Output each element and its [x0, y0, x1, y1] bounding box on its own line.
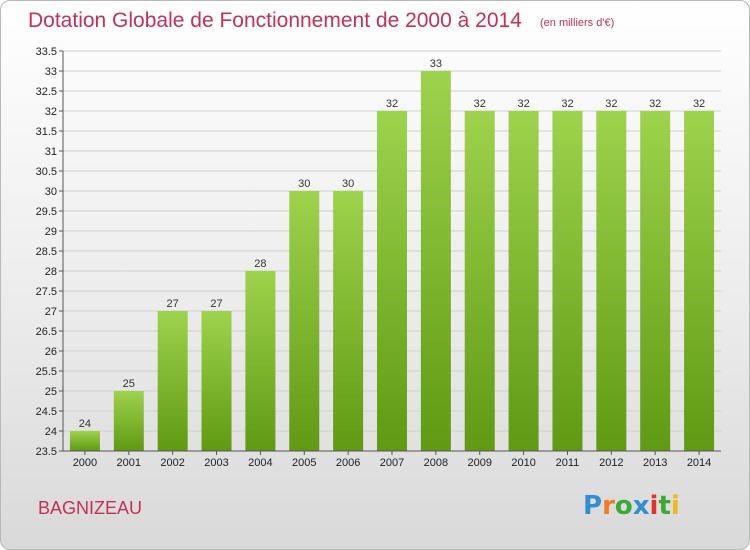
y-tick-label: 26.5 [36, 326, 57, 338]
y-tick-label: 31.5 [36, 126, 57, 138]
bars [69, 71, 715, 451]
x-tick-label-2003: 2003 [204, 457, 228, 469]
value-label-2010: 32 [517, 98, 529, 110]
x-tick-label-2014: 2014 [687, 457, 711, 469]
x-tick-label-2008: 2008 [424, 457, 448, 469]
value-label-2001: 25 [123, 378, 135, 390]
logo-letter: r [602, 491, 615, 521]
bar-2012 [596, 111, 627, 451]
x-tick-label-2010: 2010 [511, 457, 535, 469]
y-tick-label: 26 [45, 346, 57, 358]
axes [59, 50, 721, 455]
value-label-2007: 32 [386, 98, 398, 110]
x-tick-label-2001: 2001 [117, 457, 141, 469]
y-tick-label: 23.5 [36, 446, 57, 458]
bar-2001 [113, 391, 144, 451]
x-tick-label-2005: 2005 [292, 457, 316, 469]
bar-2010 [508, 111, 539, 451]
bar-2006 [333, 191, 364, 451]
value-label-2006: 30 [342, 178, 354, 190]
logo-letter: P [583, 491, 603, 521]
y-tick-label: 24.5 [36, 406, 57, 418]
x-tick-label-2006: 2006 [336, 457, 360, 469]
bar-2009 [464, 111, 495, 451]
y-tick-label: 25 [45, 386, 57, 398]
value-label-2005: 30 [298, 178, 310, 190]
logo-letter: i [670, 491, 680, 521]
x-tick-label-2012: 2012 [599, 457, 623, 469]
y-tick-label: 27 [45, 306, 57, 318]
x-tick-label-2009: 2009 [467, 457, 491, 469]
y-tick-label: 29 [45, 226, 57, 238]
y-tick-label: 32.5 [36, 86, 57, 98]
bar-2008 [420, 71, 451, 451]
value-label-2004: 28 [254, 258, 266, 270]
x-tick-label-2007: 2007 [380, 457, 404, 469]
proxiti-logo: Proxiti [583, 491, 680, 521]
value-label-2008: 33 [430, 58, 442, 70]
commune-name: BAGNIZEAU [38, 498, 143, 518]
logo-letter: x [632, 491, 650, 521]
bar-2005 [289, 191, 320, 451]
x-tick-label-2013: 2013 [643, 457, 667, 469]
value-label-2011: 32 [561, 98, 573, 110]
logo-letter: t [658, 491, 671, 521]
unit-note: (en milliers d'€) [540, 17, 615, 29]
x-tick-label-2004: 2004 [248, 457, 272, 469]
value-label-2000: 24 [79, 418, 91, 430]
y-tick-label: 30.5 [36, 166, 57, 178]
x-tick-label-2011: 2011 [556, 457, 580, 469]
value-label-2013: 32 [649, 98, 661, 110]
value-label-2002: 27 [167, 298, 179, 310]
y-tick-label: 29.5 [36, 206, 57, 218]
logo-letter: o [614, 491, 633, 521]
y-tick-label: 27.5 [36, 286, 57, 298]
chart-title: Dotation Globale de Fonctionnement de 20… [28, 9, 522, 32]
bar-2003 [201, 311, 232, 451]
y-tick-label: 28.5 [36, 246, 57, 258]
value-label-2014: 32 [693, 98, 705, 110]
bar-2002 [157, 311, 188, 451]
logo-letter: i [649, 491, 659, 521]
bar-2004 [245, 271, 276, 451]
value-label-2012: 32 [605, 98, 617, 110]
y-tick-label: 33 [45, 66, 57, 78]
value-label-2009: 32 [474, 98, 486, 110]
bar-2014 [684, 111, 715, 451]
value-label-2003: 27 [210, 298, 222, 310]
labels: 23.5 24 24.5 25 25.5 26 26.5 27 27.5 28 28.5 29 29.5… [36, 46, 712, 469]
y-tick-label: 24 [45, 426, 57, 438]
x-tick-label-2000: 2000 [73, 457, 97, 469]
y-tick-label: 33.5 [36, 46, 57, 58]
y-tick-label: 25.5 [36, 366, 57, 378]
bar-2011 [552, 111, 583, 451]
x-tick-label-2002: 2002 [160, 457, 184, 469]
bar-2007 [377, 111, 407, 451]
bar-2000 [69, 431, 100, 451]
y-tick-label: 31 [45, 146, 57, 158]
bar-2013 [640, 111, 671, 451]
y-tick-label: 28 [45, 266, 57, 278]
y-tick-label: 30 [45, 186, 57, 198]
y-tick-label: 32 [45, 106, 57, 118]
